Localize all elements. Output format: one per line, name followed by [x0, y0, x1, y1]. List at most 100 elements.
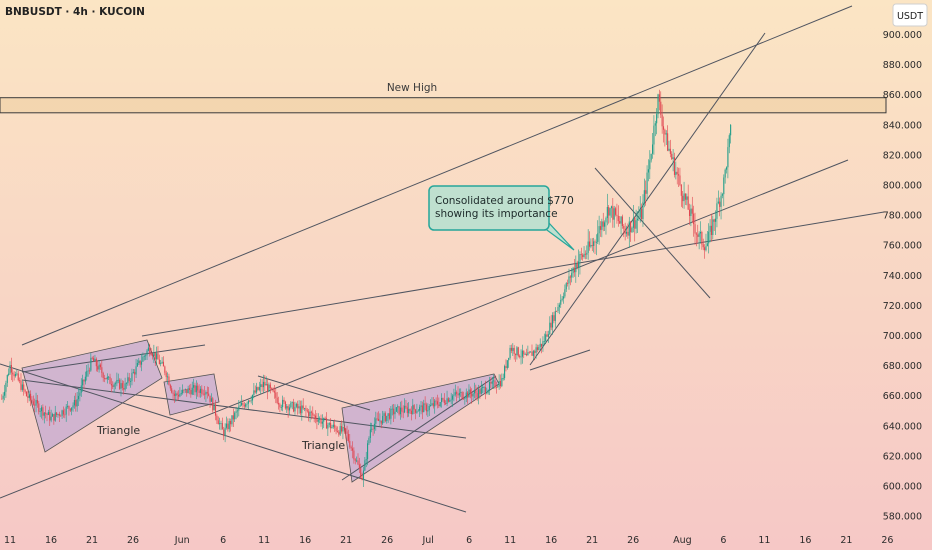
candle-body: [719, 201, 721, 207]
candle-body: [213, 404, 215, 411]
candle-body: [512, 347, 514, 351]
x-tick-label: 21: [86, 535, 98, 546]
candle-body: [416, 411, 418, 413]
candle-body: [487, 390, 489, 393]
candle-body: [391, 408, 393, 410]
candle-body: [6, 375, 8, 383]
candle-body: [88, 370, 91, 372]
triangle-pattern-1[interactable]: [21, 339, 163, 453]
candle-body: [402, 411, 404, 413]
candle-body: [3, 391, 6, 396]
candle-body: [272, 388, 274, 392]
candle-body: [686, 196, 688, 200]
support-rally-line[interactable]: [529, 349, 591, 371]
steep-rising-line[interactable]: [529, 32, 766, 366]
candle-body: [220, 423, 222, 424]
triangle-2-upper[interactable]: [257, 375, 371, 411]
candle-body: [328, 422, 330, 425]
candle-body: [14, 374, 17, 377]
candle-body: [114, 383, 117, 385]
candle-body: [483, 387, 485, 388]
candle-body: [24, 389, 26, 392]
triangle-1-upper[interactable]: [21, 344, 206, 373]
x-tick-label: 16: [799, 535, 811, 546]
candle-body: [538, 347, 540, 350]
candle-body: [186, 389, 188, 394]
consolidation-callout[interactable]: Consolidated around $770 showing its imp…: [428, 185, 575, 251]
candle-body: [323, 417, 325, 422]
candle-body: [239, 405, 241, 407]
candle-body: [219, 423, 221, 425]
candle-body: [671, 153, 673, 159]
candle-body: [87, 370, 89, 372]
candle-body: [698, 233, 700, 237]
currency-badge[interactable]: USDT: [897, 11, 923, 22]
candle-body: [320, 418, 322, 424]
candle-body: [479, 389, 481, 394]
candle-body: [61, 410, 63, 416]
candle-body: [35, 400, 37, 406]
candle-body: [587, 241, 589, 253]
candle-body: [295, 403, 297, 407]
candle-body: [457, 393, 459, 396]
candle-body: [395, 407, 397, 412]
y-tick-label: 640.000: [883, 421, 922, 432]
candle-body: [652, 144, 654, 154]
candle-body: [612, 206, 614, 220]
candle-body: [449, 400, 451, 402]
candle-body: [117, 379, 119, 381]
candle-body: [654, 123, 656, 126]
candle-body: [467, 392, 469, 398]
falling-line[interactable]: [594, 167, 711, 299]
candle-body: [571, 273, 573, 278]
long-support-line[interactable]: [0, 159, 849, 499]
candle-body: [302, 405, 304, 409]
candle-body: [49, 412, 51, 421]
y-tick-label: 760.000: [883, 241, 922, 252]
candle-body: [658, 94, 660, 102]
candle-body: [305, 408, 307, 411]
candle-body: [205, 392, 207, 395]
candle-body: [534, 351, 536, 353]
candle-body: [160, 362, 162, 364]
candle-body: [593, 241, 595, 246]
candle-body: [705, 246, 707, 251]
candle-body: [54, 412, 56, 421]
candle-body: [435, 400, 437, 402]
triangle-1-lower[interactable]: [21, 379, 467, 439]
candle-body: [702, 244, 704, 248]
x-tick-label: 26: [627, 535, 639, 546]
resistance-zone[interactable]: [0, 97, 887, 114]
candle-body: [145, 355, 147, 357]
lower-channel-line[interactable]: [0, 363, 467, 513]
x-axis[interactable]: 11 16 21 26 Jun 6 11 16 21 26 Jul 6 11 16 21 26 Aug 6 11 16…: [4, 535, 893, 546]
candle-body: [379, 420, 381, 422]
candle-body: [25, 391, 28, 397]
candle-body: [613, 208, 615, 220]
y-axis[interactable]: 580.000 600.000 620.000 640.000 660.000 680.0…: [883, 30, 922, 523]
candle-body: [399, 407, 402, 415]
y-tick-label: 880.000: [883, 60, 922, 71]
candle-body: [687, 196, 689, 210]
upper-channel-line[interactable]: [21, 5, 853, 346]
candle-body: [102, 373, 104, 378]
flag-pattern[interactable]: [163, 373, 220, 416]
candle-body: [439, 402, 441, 407]
candle-body: [609, 208, 611, 216]
candle-body: [354, 459, 356, 461]
candle-body: [445, 403, 447, 404]
candle-body: [557, 307, 559, 311]
candle-body: [683, 193, 685, 202]
middle-trend-line[interactable]: [141, 211, 885, 337]
candle-body: [615, 208, 617, 215]
candle-body: [472, 393, 474, 397]
candle-body: [313, 415, 315, 417]
x-tick-label: 21: [840, 535, 852, 546]
candle-body: [413, 405, 415, 410]
candle-body: [586, 252, 588, 255]
x-tick-label: 21: [340, 535, 352, 546]
candle-body: [338, 431, 340, 435]
candle-body: [406, 407, 408, 414]
x-tick-label: 11: [758, 535, 770, 546]
